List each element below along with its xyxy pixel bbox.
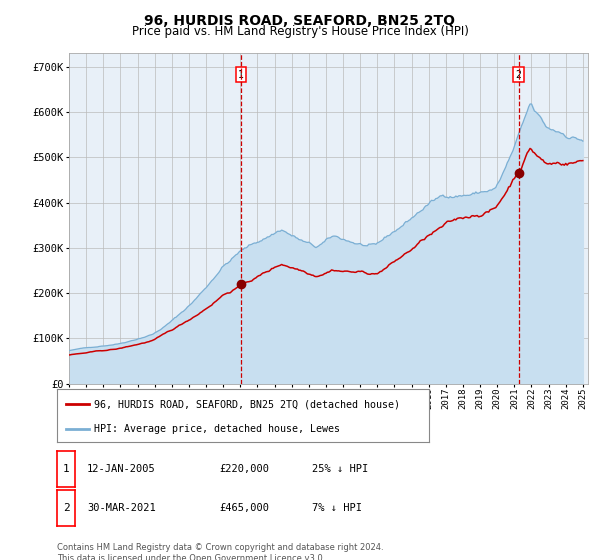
Text: 2: 2 — [62, 503, 70, 513]
Text: £220,000: £220,000 — [219, 464, 269, 474]
Text: Contains HM Land Registry data © Crown copyright and database right 2024.
This d: Contains HM Land Registry data © Crown c… — [57, 543, 383, 560]
Text: 2: 2 — [515, 69, 521, 80]
Text: 96, HURDIS ROAD, SEAFORD, BN25 2TQ: 96, HURDIS ROAD, SEAFORD, BN25 2TQ — [145, 14, 455, 28]
Text: 1: 1 — [238, 69, 244, 80]
Text: 30-MAR-2021: 30-MAR-2021 — [87, 503, 156, 513]
Text: £465,000: £465,000 — [219, 503, 269, 513]
Text: 25% ↓ HPI: 25% ↓ HPI — [312, 464, 368, 474]
Text: Price paid vs. HM Land Registry's House Price Index (HPI): Price paid vs. HM Land Registry's House … — [131, 25, 469, 38]
Text: 12-JAN-2005: 12-JAN-2005 — [87, 464, 156, 474]
Text: 1: 1 — [62, 464, 70, 474]
Text: 7% ↓ HPI: 7% ↓ HPI — [312, 503, 362, 513]
Text: 96, HURDIS ROAD, SEAFORD, BN25 2TQ (detached house): 96, HURDIS ROAD, SEAFORD, BN25 2TQ (deta… — [94, 399, 400, 409]
Text: HPI: Average price, detached house, Lewes: HPI: Average price, detached house, Lewe… — [94, 424, 340, 434]
